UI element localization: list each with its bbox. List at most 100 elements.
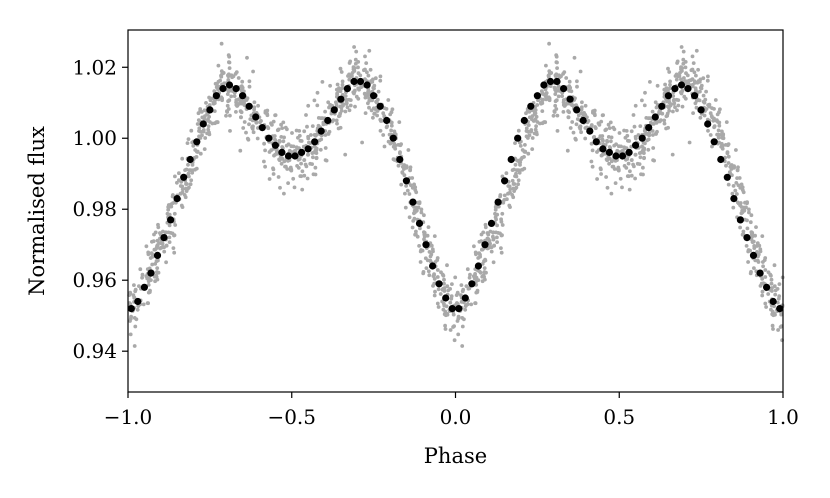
raw-data-point (648, 80, 652, 84)
raw-data-point (553, 99, 558, 104)
raw-data-point (741, 229, 746, 234)
binned-points-layer (127, 77, 784, 313)
raw-data-point (230, 75, 235, 80)
raw-data-point (463, 307, 468, 312)
raw-data-point (491, 260, 496, 265)
raw-data-point (736, 165, 740, 170)
raw-data-point (292, 185, 297, 190)
raw-data-point (491, 234, 495, 239)
raw-data-point (367, 105, 371, 110)
raw-data-point (128, 291, 133, 296)
raw-data-point (738, 186, 743, 190)
raw-data-point (449, 296, 454, 301)
raw-data-point (651, 146, 656, 150)
raw-data-point (648, 116, 652, 120)
binned-data-point (258, 124, 266, 132)
raw-data-point (739, 182, 744, 187)
raw-data-point (443, 323, 447, 328)
raw-data-point (387, 132, 392, 137)
raw-data-point (726, 154, 731, 159)
raw-data-point (772, 284, 777, 289)
binned-data-point (481, 241, 489, 249)
raw-data-point (296, 135, 300, 140)
raw-data-point (553, 87, 557, 92)
raw-data-point (363, 111, 368, 115)
raw-data-point (599, 119, 604, 124)
raw-data-point (291, 176, 296, 181)
binned-data-point (776, 305, 784, 313)
raw-data-point (691, 111, 695, 115)
raw-data-point (548, 84, 553, 88)
raw-data-point (273, 138, 278, 143)
raw-data-point (624, 129, 629, 133)
raw-data-point (565, 148, 570, 153)
raw-data-point (256, 103, 260, 108)
raw-data-point (245, 136, 250, 141)
raw-data-point (749, 232, 754, 237)
raw-data-point (435, 268, 440, 272)
raw-data-point (505, 197, 509, 202)
raw-data-point (379, 119, 383, 123)
raw-data-point (692, 79, 697, 84)
raw-data-point (378, 78, 383, 83)
raw-data-point (601, 138, 605, 143)
raw-data-point (740, 232, 745, 237)
raw-data-point (190, 163, 195, 167)
raw-data-point (424, 266, 429, 270)
raw-data-point (473, 272, 477, 276)
raw-data-point (623, 135, 628, 140)
raw-data-point (428, 254, 433, 259)
raw-data-point (464, 303, 468, 308)
raw-data-point (375, 97, 380, 102)
binned-data-point (337, 95, 345, 103)
raw-data-point (735, 176, 739, 181)
raw-data-point (144, 244, 149, 249)
raw-data-point (599, 153, 604, 158)
raw-data-point (196, 111, 201, 116)
raw-data-point (460, 324, 465, 329)
raw-data-point (281, 139, 286, 144)
raw-data-point (499, 250, 504, 255)
raw-data-point (319, 137, 324, 142)
raw-data-point (645, 132, 650, 137)
raw-data-point (607, 126, 612, 130)
raw-data-point (643, 90, 647, 95)
raw-data-point (371, 77, 375, 82)
binned-data-point (501, 177, 509, 185)
raw-data-point (262, 141, 266, 146)
raw-data-point (146, 252, 151, 257)
raw-data-point (476, 278, 481, 282)
raw-data-point (357, 87, 361, 92)
raw-data-point (441, 307, 446, 312)
raw-data-point (433, 289, 437, 294)
raw-data-point (770, 289, 774, 293)
raw-data-point (769, 307, 773, 312)
raw-data-point (265, 108, 270, 113)
raw-data-point (337, 86, 341, 90)
raw-data-point (493, 207, 498, 212)
raw-data-point (719, 144, 724, 149)
binned-data-point (638, 134, 646, 142)
binned-data-point (684, 85, 692, 93)
raw-data-point (777, 282, 782, 286)
raw-data-point (305, 176, 310, 181)
raw-data-point (667, 108, 672, 113)
raw-data-point (166, 205, 171, 209)
raw-data-point (698, 77, 703, 82)
raw-data-point (247, 79, 252, 84)
raw-data-point (494, 217, 498, 222)
raw-data-point (583, 136, 588, 141)
raw-data-point (375, 109, 380, 113)
raw-data-point (756, 260, 761, 264)
raw-data-point (518, 163, 522, 167)
raw-data-point (613, 159, 618, 163)
raw-data-point (690, 54, 695, 59)
raw-data-point (232, 94, 237, 98)
raw-data-point (263, 164, 267, 169)
raw-data-point (633, 103, 638, 108)
raw-data-point (353, 61, 358, 66)
raw-data-point (533, 117, 538, 122)
binned-data-point (749, 251, 758, 259)
binned-data-point (514, 134, 522, 142)
raw-data-point (149, 278, 153, 282)
